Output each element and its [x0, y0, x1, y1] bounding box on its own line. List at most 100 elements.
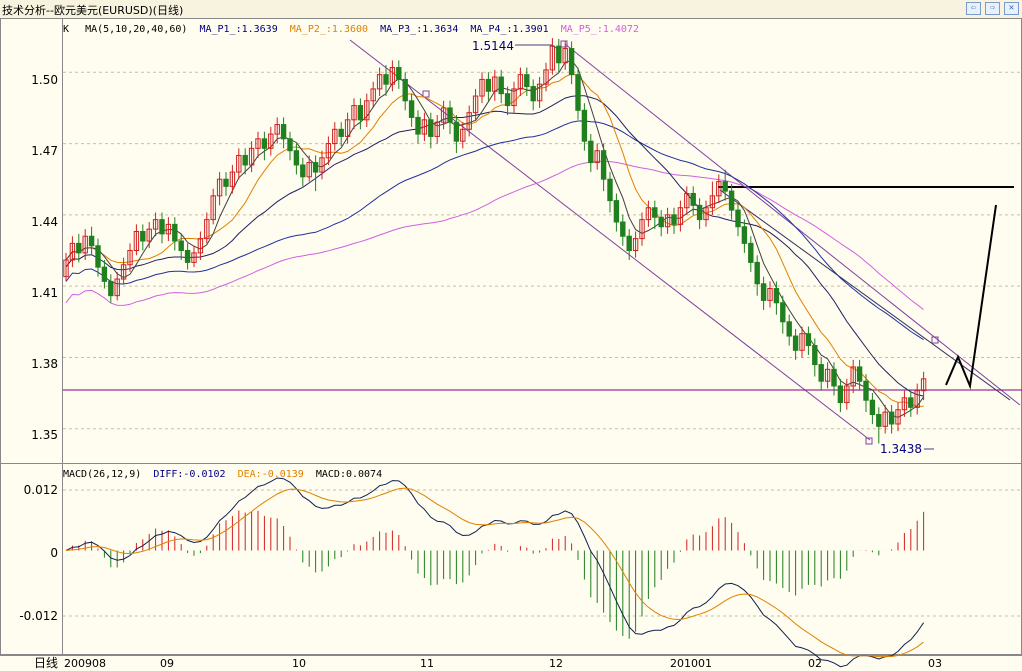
- candle-body: [549, 45, 556, 71]
- candle-body: [888, 411, 895, 425]
- y-tick-label: 1.35: [31, 428, 58, 442]
- indicator-header: K MA(5,10,20,40,60) MA_P1_:1.3639 MA_P2_…: [63, 24, 639, 35]
- candle-body: [165, 223, 172, 235]
- candle-body: [120, 264, 127, 280]
- candle-body: [869, 399, 876, 415]
- ma-line-p3: [65, 95, 924, 397]
- candle-body: [895, 409, 901, 425]
- candle-body: [216, 178, 223, 197]
- channel-line-lower: [349, 39, 871, 441]
- candle-body: [300, 164, 306, 178]
- candle-body: [664, 214, 671, 228]
- candle-body: [562, 48, 568, 64]
- x-tick-label: 12: [549, 657, 563, 670]
- candle-body: [607, 178, 613, 202]
- macd-params: MACD(26,12,9): [63, 469, 141, 480]
- candle-body: [556, 45, 562, 64]
- candle-body: [248, 147, 255, 166]
- candle-body: [108, 280, 114, 297]
- high-label: 1.5144: [472, 39, 514, 53]
- candle-body: [261, 138, 268, 149]
- candle-body: [133, 230, 140, 252]
- x-tick-label: 09: [160, 657, 174, 670]
- y-tick-label: 1.41: [31, 286, 58, 300]
- candle-body: [754, 261, 760, 285]
- macd-y-tick-label: -0.012: [19, 609, 58, 623]
- candle-body: [677, 207, 684, 225]
- high-pointer: [515, 44, 557, 49]
- ma-line-p5: [65, 160, 924, 310]
- y-tick-label: 1.50: [31, 73, 58, 87]
- candle-body: [127, 250, 133, 266]
- candle-body: [63, 259, 69, 278]
- candle-body: [383, 74, 389, 85]
- candle-body: [908, 397, 914, 408]
- candle-body: [837, 385, 844, 404]
- candle-body: [620, 221, 626, 237]
- candle-body: [716, 181, 722, 197]
- candle-body: [920, 378, 927, 392]
- candle-body: [632, 238, 639, 252]
- ma-p3-value: MA_P3_:1.3634: [380, 24, 458, 35]
- candle-body: [530, 86, 536, 102]
- candle-body: [229, 171, 236, 187]
- ma-p4-value: MA_P4_:1.3901: [470, 24, 548, 35]
- candle-body: [690, 192, 696, 206]
- candle-body: [652, 207, 658, 218]
- candle-body: [434, 121, 440, 137]
- anchor-marker: [422, 90, 430, 98]
- candle-body: [613, 200, 620, 223]
- candle-body: [344, 119, 351, 137]
- candle-body: [152, 219, 159, 230]
- candle-body: [492, 76, 498, 92]
- title-bar: 技术分析--欧元美元(EURUSD)(日线) ⇦ ⇨ ✕: [0, 0, 1022, 19]
- macd-y-tick-label: 0.012: [24, 483, 58, 497]
- candle-body: [312, 162, 319, 173]
- candle-body: [415, 116, 421, 135]
- candle-body: [876, 413, 882, 427]
- candle-body: [639, 219, 645, 240]
- ma-line-p4: [65, 120, 924, 341]
- candle-body: [428, 119, 434, 137]
- candle-body: [223, 178, 229, 187]
- candle-body: [568, 48, 575, 76]
- candle-body: [140, 230, 146, 242]
- candle-body: [440, 107, 447, 123]
- candle-body: [376, 74, 383, 90]
- candle-body: [511, 88, 517, 107]
- candle-body: [402, 78, 408, 102]
- next-button[interactable]: ⇨: [985, 2, 1000, 15]
- candle-body: [389, 67, 396, 85]
- candle-body: [88, 235, 95, 247]
- candle-body: [357, 105, 364, 121]
- close-button[interactable]: ✕: [1004, 2, 1019, 15]
- candle-body: [844, 385, 850, 404]
- candle-body: [901, 397, 908, 411]
- x-tick-label: 11: [420, 657, 434, 670]
- x-tick-label: 02: [808, 657, 822, 670]
- candle-body: [274, 124, 280, 135]
- arrow-right-icon: ⇨: [989, 3, 996, 13]
- x-tick-label: 10: [292, 657, 306, 670]
- diff-line: [65, 477, 925, 668]
- candle-body: [831, 368, 837, 387]
- ma-params: MA(5,10,20,40,60): [85, 24, 187, 35]
- candle-body: [82, 235, 88, 254]
- candle-body: [728, 190, 735, 211]
- candle-body: [293, 150, 300, 166]
- y-tick-label: 1.44: [31, 215, 58, 229]
- ma-p2-value: MA_P2_:1.3600: [290, 24, 368, 35]
- diff-value: DIFF:-0.0102: [153, 469, 225, 480]
- candle-body: [472, 95, 479, 114]
- candle-body: [863, 380, 869, 401]
- macd-value: MACD:0.0074: [316, 469, 382, 480]
- macd-panel-frame: [62, 463, 1022, 655]
- x-tick-label: 200908: [64, 657, 106, 670]
- candle-body: [268, 133, 274, 149]
- candle-body: [735, 209, 741, 228]
- arrow-left-icon: ⇦: [970, 3, 977, 13]
- candle-body: [338, 128, 344, 137]
- x-tick-label: 03: [928, 657, 942, 670]
- ma-p1-value: MA_P1_:1.3639: [199, 24, 277, 35]
- prev-button[interactable]: ⇦: [966, 2, 981, 15]
